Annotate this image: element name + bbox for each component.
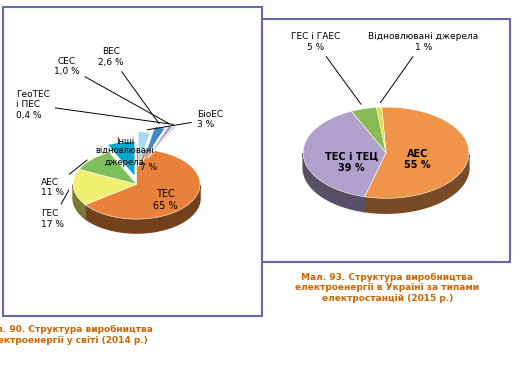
Polygon shape (147, 126, 172, 159)
Text: ГЕС
17 %: ГЕС 17 % (41, 190, 69, 229)
Text: ГеоТЕС
і ПЕС
0,4 %: ГеоТЕС і ПЕС 0,4 % (16, 90, 173, 125)
Text: ТЕС
65 %: ТЕС 65 % (153, 189, 177, 211)
Text: ГЕС і ГАЕС
5 %: ГЕС і ГАЕС 5 % (291, 32, 361, 104)
Text: АЕС
55 %: АЕС 55 % (404, 148, 431, 170)
Polygon shape (108, 141, 135, 177)
Polygon shape (303, 111, 386, 197)
Polygon shape (138, 132, 150, 167)
Polygon shape (85, 185, 200, 233)
Text: Мал. 90. Структура виробництва
електроенергії у світі (2014 р.): Мал. 90. Структура виробництва електроен… (0, 325, 153, 345)
Polygon shape (85, 149, 200, 219)
Text: СЕС
1,0 %: СЕС 1,0 % (54, 57, 169, 124)
Polygon shape (365, 154, 469, 213)
Text: АЕС
11 %: АЕС 11 % (41, 160, 87, 197)
Polygon shape (143, 127, 165, 161)
Text: ВЕС
2,6 %: ВЕС 2,6 % (98, 47, 159, 124)
Polygon shape (73, 169, 136, 205)
Polygon shape (73, 184, 85, 219)
Text: ТЕС і ТЕЦ
39 %: ТЕС і ТЕЦ 39 % (325, 152, 378, 174)
Polygon shape (351, 107, 386, 153)
Text: Мал. 93. Структура виробництва
електроенергії в Україні за типами
електростанцій: Мал. 93. Структура виробництва електроен… (295, 273, 479, 303)
Polygon shape (303, 153, 365, 212)
Text: 7 %: 7 % (140, 163, 157, 172)
Polygon shape (377, 107, 386, 153)
Text: Інші
відновлювані
джерела: Інші відновлювані джерела (95, 137, 154, 167)
Text: Відновлювані джерела
1 %: Відновлювані джерела 1 % (368, 32, 479, 103)
Text: БіоЕС
3 %: БіоЕС 3 % (147, 110, 223, 130)
Polygon shape (365, 107, 469, 198)
Polygon shape (148, 126, 175, 158)
Polygon shape (79, 153, 136, 184)
